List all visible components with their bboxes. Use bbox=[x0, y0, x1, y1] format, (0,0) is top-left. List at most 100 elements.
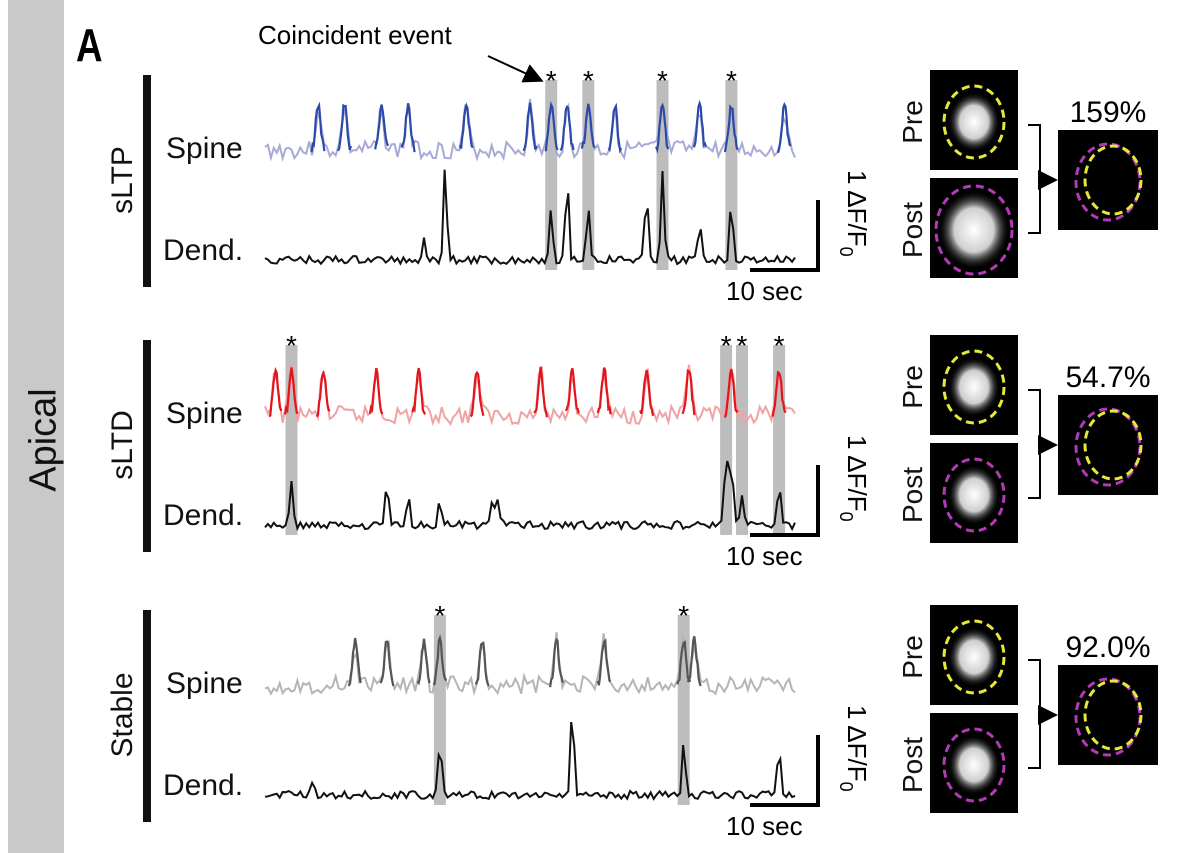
spine-event-segment bbox=[544, 101, 559, 152]
spine-event-segment bbox=[607, 102, 623, 154]
spine-event-segment bbox=[400, 103, 416, 153]
overlay-bracket bbox=[1028, 659, 1041, 769]
overlay-image bbox=[1058, 395, 1158, 495]
scale-bar-y-label: 1 ΔF/F0 bbox=[836, 435, 872, 522]
group-bar bbox=[143, 75, 151, 287]
post-spine-spot bbox=[948, 735, 1000, 795]
post-outline bbox=[942, 727, 1006, 803]
spine-event-segment bbox=[596, 367, 612, 415]
panel-letter: A bbox=[76, 19, 103, 71]
dend-trace bbox=[264, 460, 796, 532]
spine-event-segment bbox=[559, 104, 575, 151]
spine-event-segment bbox=[686, 636, 702, 687]
post-outline bbox=[934, 184, 1014, 276]
event-asterisk: * bbox=[737, 330, 748, 361]
overlay-image bbox=[1058, 665, 1158, 765]
event-asterisk: * bbox=[286, 330, 297, 361]
spine-event-segment bbox=[776, 101, 792, 154]
group-bar bbox=[143, 340, 151, 552]
size-change-label: 159% bbox=[1070, 96, 1147, 129]
spine-event-segment bbox=[469, 370, 485, 418]
pre-label: Pre bbox=[897, 635, 928, 679]
event-asterisk: * bbox=[546, 65, 557, 96]
spine-event-segment bbox=[693, 99, 708, 148]
overlay-pre-outline bbox=[1083, 409, 1143, 481]
scale-bar-y-label: 1 ΔF/F0 bbox=[836, 705, 872, 792]
size-change-label: 54.7% bbox=[1065, 361, 1150, 394]
post-label: Post bbox=[897, 737, 928, 793]
scale-bar-y-subscript: 0 bbox=[836, 782, 856, 792]
pre-spine-spot bbox=[948, 357, 1000, 417]
spine-event-segment bbox=[771, 370, 787, 417]
scale-bar-y-subscript: 0 bbox=[836, 512, 856, 522]
spine-event-segment bbox=[596, 638, 612, 686]
event-asterisk: * bbox=[774, 330, 785, 361]
spine-event-segment bbox=[564, 367, 580, 414]
post-outline bbox=[942, 457, 1006, 533]
pre-spine-spot bbox=[948, 627, 1000, 687]
spine-event-segment bbox=[522, 102, 538, 152]
spine-event-segment bbox=[676, 640, 692, 685]
event-asterisk: * bbox=[657, 65, 668, 96]
spine-event-segment bbox=[268, 366, 283, 418]
spine-event-segment bbox=[368, 367, 384, 415]
event-band bbox=[736, 345, 748, 535]
dend-trace bbox=[264, 169, 796, 266]
spine-label: Spine bbox=[166, 667, 243, 700]
spine-event-segment bbox=[432, 634, 448, 686]
pre-spine-spot bbox=[948, 92, 1000, 152]
scale-bar-y-label: 1 ΔF/F0 bbox=[836, 170, 872, 257]
post-spine-spot bbox=[938, 190, 1010, 270]
pre-label: Pre bbox=[897, 100, 928, 144]
spine-event-segment bbox=[337, 103, 352, 152]
event-asterisk: * bbox=[721, 330, 732, 361]
coincident-event-arrow bbox=[487, 55, 544, 83]
overlay-bracket bbox=[1028, 389, 1041, 499]
overlay-pre-outline bbox=[1083, 679, 1143, 751]
spine-event-segment bbox=[533, 366, 549, 418]
spine-event-segment bbox=[639, 369, 655, 416]
dend-trace bbox=[264, 721, 796, 801]
spine-event-segment bbox=[580, 103, 596, 149]
spine-event-segment bbox=[284, 367, 299, 415]
post-label: Post bbox=[897, 202, 928, 258]
spine-event-segment bbox=[723, 368, 739, 418]
event-asterisk: * bbox=[434, 600, 445, 631]
spine-event-segment bbox=[549, 637, 564, 688]
event-asterisk: * bbox=[678, 600, 689, 631]
size-change-label: 92.0% bbox=[1065, 631, 1150, 664]
pre-label: Pre bbox=[897, 365, 928, 409]
spine-label: Spine bbox=[166, 132, 243, 165]
spine-event-segment bbox=[681, 369, 696, 416]
spine-event-segment bbox=[723, 104, 739, 153]
spine-event-segment bbox=[379, 640, 395, 687]
spine-event-segment bbox=[347, 637, 362, 687]
group-label: sLTP bbox=[106, 146, 139, 214]
spine-trace bbox=[264, 632, 796, 697]
row-sltp: sLTP Spine Dend. * * * * 1 ΔF/F0 10 sec Pre Post 15… bbox=[106, 65, 1158, 306]
group-bar bbox=[143, 610, 151, 822]
row-stable: Stable Spine Dend. * * 1 ΔF/F0 10 sec Pre Post 92… bbox=[106, 600, 1158, 841]
sidebar-band: Apical bbox=[8, 0, 65, 853]
post-label: Post bbox=[897, 467, 928, 523]
pre-outline bbox=[942, 349, 1006, 425]
scale-bar-x-label: 10 sec bbox=[726, 276, 803, 306]
scale-bar-y-subscript: 0 bbox=[836, 247, 856, 257]
post-spine-spot bbox=[948, 465, 1000, 525]
spine-trace bbox=[264, 98, 796, 163]
spine-event-segment bbox=[411, 367, 427, 415]
spine-label: Spine bbox=[166, 397, 243, 430]
overlay-bracket bbox=[1028, 124, 1041, 234]
spine-event-segment bbox=[474, 641, 490, 687]
dend-label: Dend. bbox=[163, 769, 243, 802]
coincident-event-label: Coincident event bbox=[258, 20, 452, 50]
pre-outline bbox=[942, 84, 1006, 160]
group-label: sLTD bbox=[106, 410, 139, 479]
dend-label: Dend. bbox=[163, 234, 243, 267]
pre-outline bbox=[942, 619, 1006, 695]
overlay-image bbox=[1058, 130, 1158, 230]
spine-event-segment bbox=[374, 104, 390, 150]
